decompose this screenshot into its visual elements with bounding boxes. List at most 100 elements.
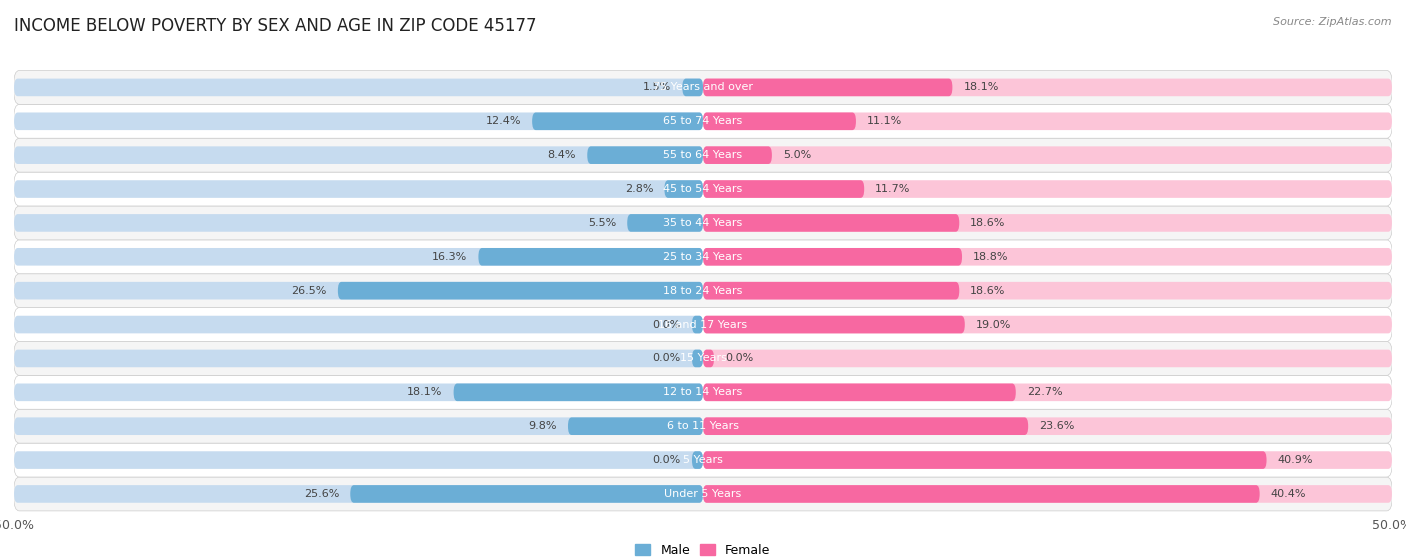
FancyBboxPatch shape — [14, 418, 703, 435]
FancyBboxPatch shape — [703, 180, 1392, 198]
FancyBboxPatch shape — [337, 282, 703, 300]
FancyBboxPatch shape — [14, 206, 1392, 240]
Text: 35 to 44 Years: 35 to 44 Years — [664, 218, 742, 228]
FancyBboxPatch shape — [703, 180, 865, 198]
FancyBboxPatch shape — [478, 248, 703, 266]
FancyBboxPatch shape — [703, 349, 1392, 367]
Text: 23.6%: 23.6% — [1039, 421, 1074, 431]
FancyBboxPatch shape — [692, 349, 703, 367]
Text: 16 and 17 Years: 16 and 17 Years — [658, 320, 748, 330]
FancyBboxPatch shape — [14, 451, 703, 469]
Text: 0.0%: 0.0% — [652, 320, 681, 330]
FancyBboxPatch shape — [692, 451, 703, 469]
Text: 18 to 24 Years: 18 to 24 Years — [664, 286, 742, 296]
Text: 25.6%: 25.6% — [304, 489, 339, 499]
FancyBboxPatch shape — [454, 383, 703, 401]
FancyBboxPatch shape — [14, 307, 1392, 342]
Text: 25 to 34 Years: 25 to 34 Years — [664, 252, 742, 262]
FancyBboxPatch shape — [14, 349, 703, 367]
FancyBboxPatch shape — [703, 485, 1392, 503]
FancyBboxPatch shape — [665, 180, 703, 198]
FancyBboxPatch shape — [14, 342, 1392, 376]
FancyBboxPatch shape — [682, 79, 703, 96]
Text: 11.7%: 11.7% — [875, 184, 911, 194]
Text: 19.0%: 19.0% — [976, 320, 1011, 330]
FancyBboxPatch shape — [568, 418, 703, 435]
FancyBboxPatch shape — [14, 248, 703, 266]
Text: 18.8%: 18.8% — [973, 252, 1008, 262]
Text: 5.0%: 5.0% — [783, 150, 811, 160]
Text: 45 to 54 Years: 45 to 54 Years — [664, 184, 742, 194]
FancyBboxPatch shape — [627, 214, 703, 232]
FancyBboxPatch shape — [703, 248, 1392, 266]
Text: Under 5 Years: Under 5 Years — [665, 489, 741, 499]
FancyBboxPatch shape — [703, 383, 1015, 401]
FancyBboxPatch shape — [14, 146, 703, 164]
FancyBboxPatch shape — [703, 79, 1392, 96]
FancyBboxPatch shape — [14, 409, 1392, 443]
Text: 55 to 64 Years: 55 to 64 Years — [664, 150, 742, 160]
FancyBboxPatch shape — [703, 112, 856, 130]
Text: 12.4%: 12.4% — [485, 116, 522, 126]
Text: 18.1%: 18.1% — [963, 82, 998, 92]
FancyBboxPatch shape — [14, 376, 1392, 409]
FancyBboxPatch shape — [14, 383, 703, 401]
FancyBboxPatch shape — [14, 172, 1392, 206]
Text: 1.5%: 1.5% — [643, 82, 671, 92]
FancyBboxPatch shape — [350, 485, 703, 503]
FancyBboxPatch shape — [14, 274, 1392, 307]
FancyBboxPatch shape — [692, 316, 703, 333]
FancyBboxPatch shape — [703, 282, 959, 300]
FancyBboxPatch shape — [14, 105, 1392, 138]
Text: 0.0%: 0.0% — [652, 353, 681, 363]
Text: 26.5%: 26.5% — [291, 286, 326, 296]
Text: 18.6%: 18.6% — [970, 286, 1005, 296]
Text: 9.8%: 9.8% — [529, 421, 557, 431]
Text: 22.7%: 22.7% — [1026, 387, 1063, 397]
FancyBboxPatch shape — [14, 180, 703, 198]
Text: INCOME BELOW POVERTY BY SEX AND AGE IN ZIP CODE 45177: INCOME BELOW POVERTY BY SEX AND AGE IN Z… — [14, 17, 537, 35]
FancyBboxPatch shape — [703, 146, 1392, 164]
Text: 75 Years and over: 75 Years and over — [652, 82, 754, 92]
Legend: Male, Female: Male, Female — [630, 539, 776, 559]
Text: Source: ZipAtlas.com: Source: ZipAtlas.com — [1274, 17, 1392, 27]
Text: 40.4%: 40.4% — [1271, 489, 1306, 499]
FancyBboxPatch shape — [703, 418, 1392, 435]
Text: 6 to 11 Years: 6 to 11 Years — [666, 421, 740, 431]
FancyBboxPatch shape — [703, 146, 772, 164]
FancyBboxPatch shape — [703, 451, 1267, 469]
Text: 18.1%: 18.1% — [408, 387, 443, 397]
Text: 40.9%: 40.9% — [1278, 455, 1313, 465]
FancyBboxPatch shape — [703, 418, 1028, 435]
Text: 8.4%: 8.4% — [548, 150, 576, 160]
FancyBboxPatch shape — [588, 146, 703, 164]
Text: 5.5%: 5.5% — [588, 218, 616, 228]
FancyBboxPatch shape — [703, 79, 952, 96]
Text: 2.8%: 2.8% — [624, 184, 654, 194]
FancyBboxPatch shape — [703, 282, 1392, 300]
FancyBboxPatch shape — [703, 214, 959, 232]
Text: 65 to 74 Years: 65 to 74 Years — [664, 116, 742, 126]
FancyBboxPatch shape — [14, 79, 703, 96]
FancyBboxPatch shape — [14, 443, 1392, 477]
FancyBboxPatch shape — [703, 214, 1392, 232]
FancyBboxPatch shape — [703, 248, 962, 266]
FancyBboxPatch shape — [14, 485, 703, 503]
Text: 11.1%: 11.1% — [868, 116, 903, 126]
FancyBboxPatch shape — [14, 112, 703, 130]
FancyBboxPatch shape — [703, 316, 965, 333]
Text: 5 Years: 5 Years — [683, 455, 723, 465]
FancyBboxPatch shape — [14, 70, 1392, 105]
Text: 0.0%: 0.0% — [652, 455, 681, 465]
Text: 0.0%: 0.0% — [725, 353, 754, 363]
FancyBboxPatch shape — [703, 316, 1392, 333]
Text: 18.6%: 18.6% — [970, 218, 1005, 228]
FancyBboxPatch shape — [703, 112, 1392, 130]
FancyBboxPatch shape — [703, 383, 1392, 401]
FancyBboxPatch shape — [14, 477, 1392, 511]
Text: 15 Years: 15 Years — [679, 353, 727, 363]
FancyBboxPatch shape — [14, 240, 1392, 274]
FancyBboxPatch shape — [703, 349, 714, 367]
Text: 16.3%: 16.3% — [432, 252, 467, 262]
FancyBboxPatch shape — [531, 112, 703, 130]
